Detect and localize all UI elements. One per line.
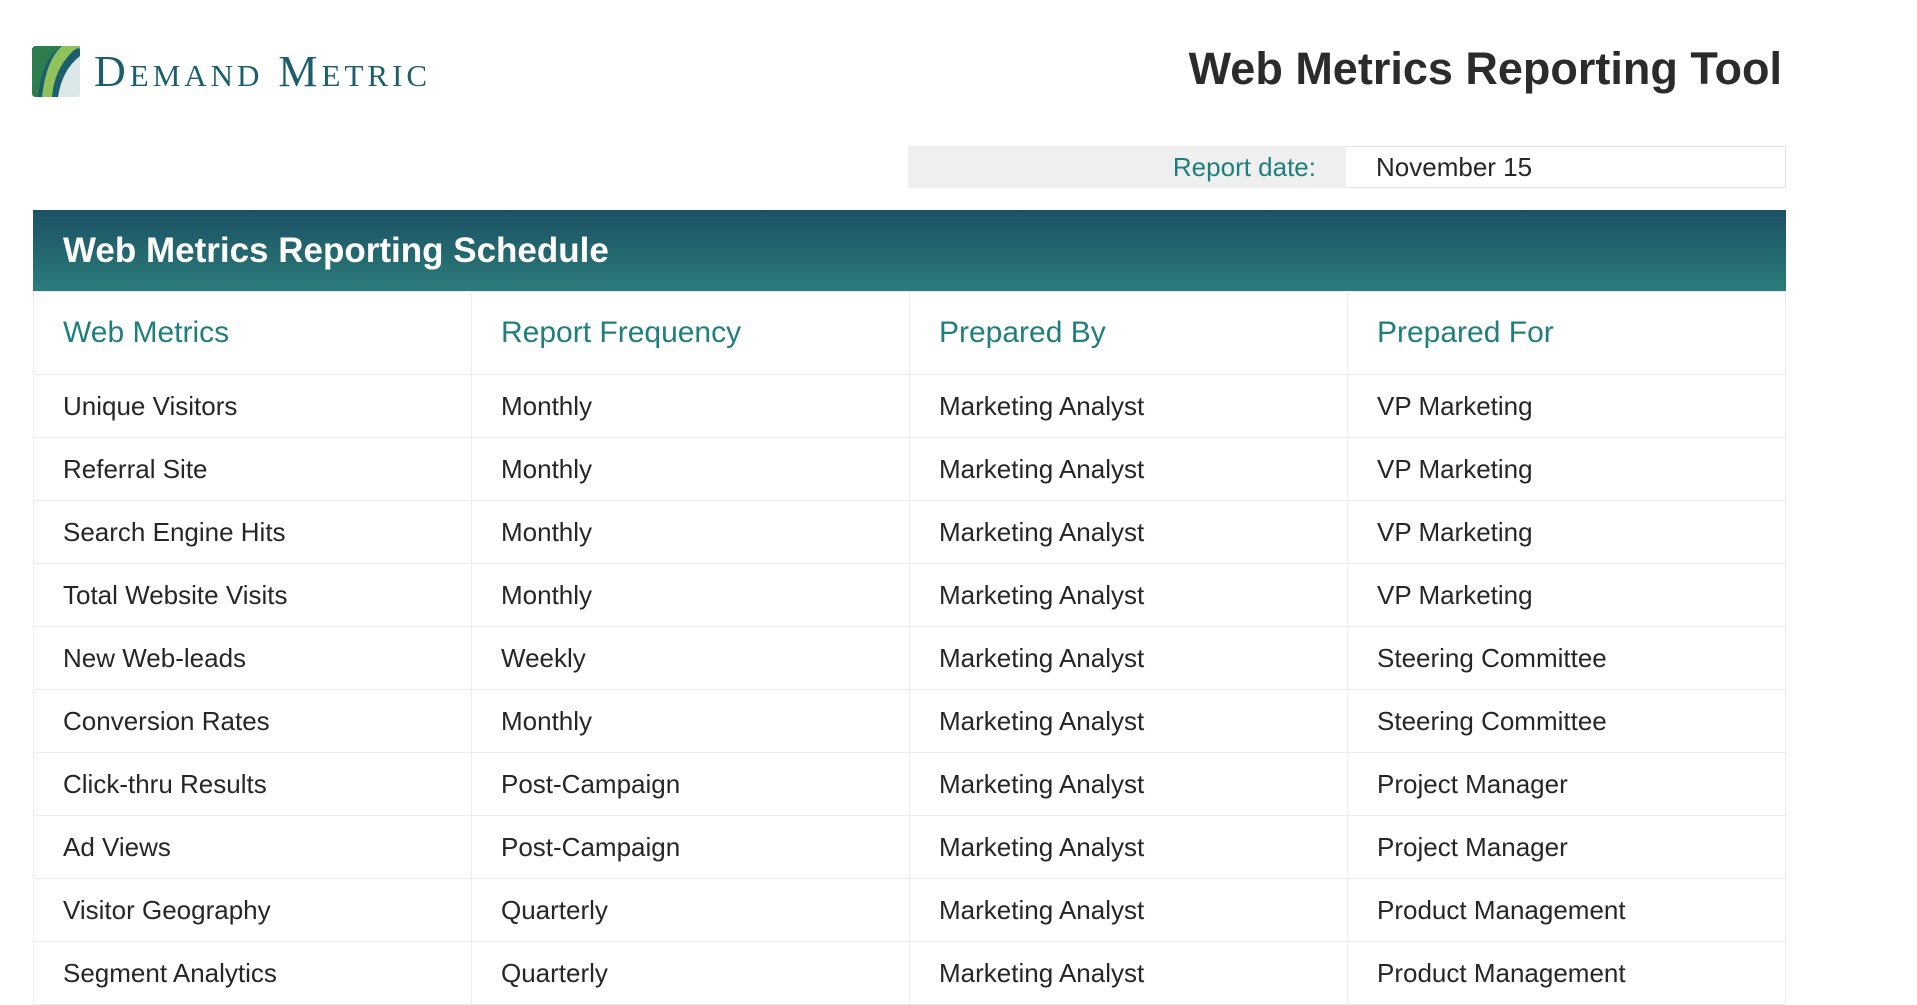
prepared-by-cell[interactable]: Marketing Analyst (909, 878, 1348, 942)
metric-cell[interactable]: Conversion Rates (33, 689, 472, 753)
frequency-cell[interactable]: Monthly (471, 563, 910, 627)
prepared-for-cell[interactable]: Product Management (1347, 878, 1786, 942)
prepared-by-cell[interactable]: Marketing Analyst (909, 563, 1348, 627)
metric-cell[interactable]: Click-thru Results (33, 752, 472, 816)
table-row: New Web-leads Weekly Marketing Analyst S… (33, 626, 1786, 690)
table-row: Ad Views Post-Campaign Marketing Analyst… (33, 815, 1786, 879)
table-header-row: Web Metrics Report Frequency Prepared By… (33, 291, 1786, 375)
column-header-prepared-by: Prepared By (909, 291, 1348, 375)
metric-cell[interactable]: Unique Visitors (33, 374, 472, 438)
report-date-value[interactable]: November 15 (1346, 146, 1786, 188)
table-row: Click-thru Results Post-Campaign Marketi… (33, 752, 1786, 816)
table-row: Segment Analytics Quarterly Marketing An… (33, 941, 1786, 1005)
metric-cell[interactable]: Total Website Visits (33, 563, 472, 627)
prepared-by-cell[interactable]: Marketing Analyst (909, 500, 1348, 564)
prepared-for-cell[interactable]: Project Manager (1347, 752, 1786, 816)
column-header-prepared-for: Prepared For (1347, 291, 1786, 375)
reporting-schedule: Web Metrics Reporting Schedule Web Metri… (33, 210, 1786, 1005)
frequency-cell[interactable]: Post-Campaign (471, 815, 910, 879)
frequency-cell[interactable]: Monthly (471, 374, 910, 438)
report-date-label: Report date: (908, 146, 1346, 188)
table-row: Conversion Rates Monthly Marketing Analy… (33, 689, 1786, 753)
frequency-cell[interactable]: Monthly (471, 437, 910, 501)
prepared-by-cell[interactable]: Marketing Analyst (909, 941, 1348, 1005)
prepared-for-cell[interactable]: Project Manager (1347, 815, 1786, 879)
schedule-table: Web Metrics Report Frequency Prepared By… (33, 291, 1786, 1005)
schedule-header: Web Metrics Reporting Schedule (33, 210, 1786, 291)
metric-cell[interactable]: Ad Views (33, 815, 472, 879)
metric-cell[interactable]: Search Engine Hits (33, 500, 472, 564)
prepared-for-cell[interactable]: VP Marketing (1347, 563, 1786, 627)
prepared-for-cell[interactable]: VP Marketing (1347, 374, 1786, 438)
metric-cell[interactable]: Segment Analytics (33, 941, 472, 1005)
prepared-by-cell[interactable]: Marketing Analyst (909, 752, 1348, 816)
column-header-report-frequency: Report Frequency (471, 291, 910, 375)
frequency-cell[interactable]: Post-Campaign (471, 752, 910, 816)
frequency-cell[interactable]: Monthly (471, 689, 910, 753)
prepared-for-cell[interactable]: Product Management (1347, 941, 1786, 1005)
brand-name: Demand Metric (94, 46, 432, 96)
frequency-cell[interactable]: Monthly (471, 500, 910, 564)
prepared-for-cell[interactable]: VP Marketing (1347, 500, 1786, 564)
table-row: Referral Site Monthly Marketing Analyst … (33, 437, 1786, 501)
metric-cell[interactable]: Visitor Geography (33, 878, 472, 942)
prepared-for-cell[interactable]: VP Marketing (1347, 437, 1786, 501)
metric-cell[interactable]: New Web-leads (33, 626, 472, 690)
brand-logo: Demand Metric (32, 46, 431, 97)
table-row: Unique Visitors Monthly Marketing Analys… (33, 374, 1786, 438)
page-title: Web Metrics Reporting Tool (1188, 43, 1782, 94)
prepared-for-cell[interactable]: Steering Committee (1347, 689, 1786, 753)
table-row: Total Website Visits Monthly Marketing A… (33, 563, 1786, 627)
table-row: Search Engine Hits Monthly Marketing Ana… (33, 500, 1786, 564)
table-row: Visitor Geography Quarterly Marketing An… (33, 878, 1786, 942)
metric-cell[interactable]: Referral Site (33, 437, 472, 501)
frequency-cell[interactable]: Quarterly (471, 941, 910, 1005)
prepared-by-cell[interactable]: Marketing Analyst (909, 815, 1348, 879)
frequency-cell[interactable]: Weekly (471, 626, 910, 690)
report-date-row: Report date: November 15 (908, 146, 1786, 188)
prepared-by-cell[interactable]: Marketing Analyst (909, 437, 1348, 501)
prepared-by-cell[interactable]: Marketing Analyst (909, 626, 1348, 690)
frequency-cell[interactable]: Quarterly (471, 878, 910, 942)
demand-metric-logo-icon (32, 46, 80, 97)
prepared-by-cell[interactable]: Marketing Analyst (909, 374, 1348, 438)
prepared-by-cell[interactable]: Marketing Analyst (909, 689, 1348, 753)
prepared-for-cell[interactable]: Steering Committee (1347, 626, 1786, 690)
column-header-web-metrics: Web Metrics (33, 291, 472, 375)
